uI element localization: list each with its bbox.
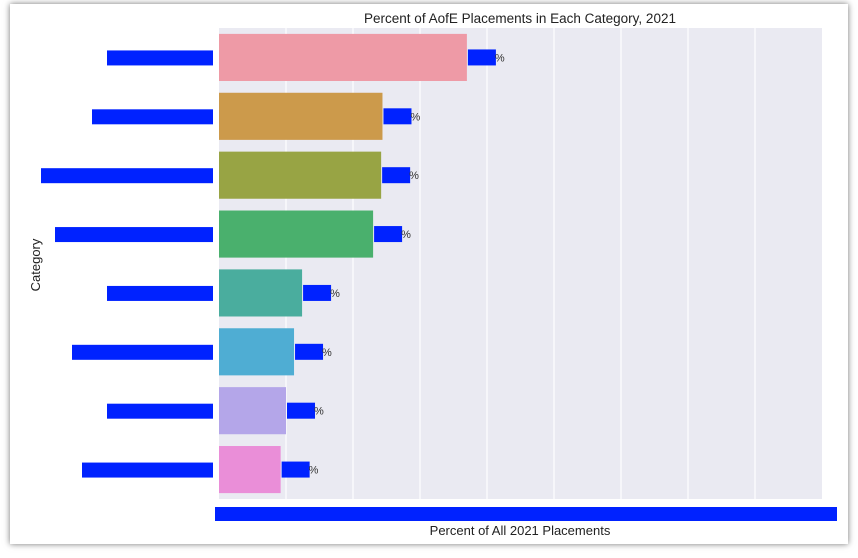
- value-label: %: [410, 111, 420, 123]
- bar: [219, 210, 374, 258]
- category-label-redacted: [107, 403, 213, 419]
- value-label: %: [495, 52, 505, 64]
- bar: [219, 92, 383, 140]
- bar: [219, 151, 382, 199]
- bar: [219, 387, 286, 435]
- value-label-redacted: [467, 49, 496, 66]
- value-label-redacted: [382, 167, 411, 184]
- category-label-redacted: [107, 50, 213, 66]
- value-label: %: [401, 229, 411, 241]
- gridlines: [285, 28, 756, 499]
- value-label-redacted: [383, 108, 412, 125]
- value-label-redacted: [287, 402, 315, 419]
- category-label-redacted: [72, 344, 213, 360]
- x-axis-label: Percent of All 2021 Placements: [430, 523, 611, 538]
- category-label-redacted: [92, 109, 213, 125]
- value-labels: %%%%%%%%: [281, 49, 505, 478]
- chart-title: Percent of AofE Placements in Each Categ…: [364, 11, 676, 26]
- value-label: %: [314, 406, 324, 418]
- category-label-redacted: [55, 227, 213, 243]
- value-label-redacted: [374, 226, 403, 243]
- x-tick-labels-redacted: [215, 507, 837, 521]
- category-label-redacted: [107, 285, 213, 301]
- bar: [219, 269, 303, 317]
- value-label-redacted: [295, 343, 324, 360]
- value-label-redacted: [281, 461, 310, 478]
- value-label: %: [309, 465, 319, 477]
- category-labels: [41, 50, 213, 478]
- y-axis-label: Category: [28, 238, 43, 291]
- value-label: %: [322, 347, 332, 359]
- value-label-redacted: [303, 284, 332, 301]
- value-label: %: [409, 170, 419, 182]
- value-label: %: [330, 288, 340, 300]
- category-label-redacted: [41, 168, 213, 184]
- bar: [219, 33, 467, 81]
- category-label-redacted: [82, 462, 213, 478]
- bar: [219, 446, 281, 494]
- bars: [219, 33, 467, 494]
- bar: [219, 328, 295, 376]
